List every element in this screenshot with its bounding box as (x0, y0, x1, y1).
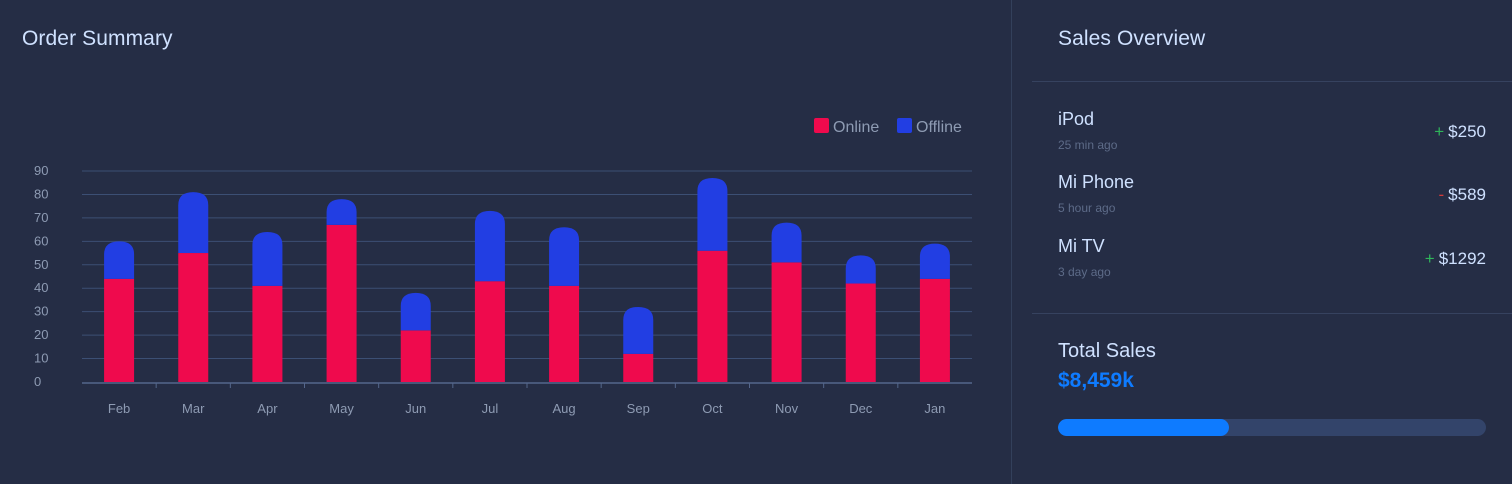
x-tick-label: Aug (553, 401, 576, 416)
bar-offline-nov[interactable] (771, 222, 802, 263)
order-summary-chart: 0 10 20 30 40 50 60 70 80 90 Feb Mar Apr May Jun Jul Aug… (34, 118, 972, 416)
sales-overview-divider-top (1032, 81, 1512, 82)
sales-item-time: 3 day ago (1058, 265, 1111, 279)
sales-overview-title: Sales Overview (1058, 27, 1206, 50)
legend-label-offline[interactable]: Offline (916, 119, 962, 136)
bar-offline-aug[interactable] (549, 227, 580, 286)
chart-bars (104, 178, 950, 382)
y-tick-label: 20 (34, 327, 48, 342)
total-sales-progress-fill (1058, 419, 1230, 436)
chart-legend: Online Offline (814, 118, 962, 136)
bar-online-feb[interactable] (104, 278, 135, 382)
x-tick-label: May (329, 401, 354, 416)
bar-online-aug[interactable] (549, 285, 580, 382)
y-tick-label: 10 (34, 351, 48, 366)
y-tick-label: 30 (34, 304, 48, 319)
sales-item-ipod[interactable]: iPod 25 min ago + $250 (1058, 109, 1486, 161)
bar-online-oct[interactable] (697, 250, 728, 382)
sales-item-time: 5 hour ago (1058, 201, 1116, 215)
sales-item-name: Mi Phone (1058, 172, 1135, 192)
sales-item-value: $589 (1448, 185, 1486, 204)
bar-offline-jun[interactable] (400, 292, 431, 331)
bar-offline-sep[interactable] (623, 306, 654, 354)
bar-offline-apr[interactable] (252, 231, 283, 286)
bar-offline-mar[interactable] (178, 192, 209, 254)
bar-online-dec[interactable] (845, 283, 876, 382)
x-tick-label: Jan (924, 401, 945, 416)
y-tick-label: 0 (34, 374, 41, 389)
sales-item-amount: - $589 (1439, 185, 1487, 205)
x-tick-label: Apr (257, 401, 278, 416)
order-summary-title: Order Summary (22, 27, 173, 50)
sales-overview-divider-bottom (1032, 313, 1512, 314)
sales-item-sign: + (1424, 249, 1435, 268)
y-tick-label: 50 (34, 257, 48, 272)
sales-item-mi-tv[interactable]: Mi TV 3 day ago + $1292 (1058, 236, 1486, 288)
x-tick-label: Mar (182, 401, 205, 416)
total-sales-progress (1058, 419, 1486, 436)
x-tick-label: Nov (775, 401, 799, 416)
x-tick-label: Dec (849, 401, 873, 416)
y-tick-label: 70 (34, 210, 48, 225)
chart-grid (82, 170, 972, 360)
bar-online-may[interactable] (326, 224, 357, 382)
bar-offline-jan[interactable] (919, 243, 950, 279)
sales-item-amount: + $250 (1434, 122, 1486, 142)
sales-item-time: 25 min ago (1058, 138, 1118, 152)
bar-online-nov[interactable] (771, 262, 802, 382)
x-tick-label: Jun (405, 401, 426, 416)
legend-swatch-offline (897, 118, 912, 133)
sales-item-name: Mi TV (1058, 236, 1105, 256)
bar-online-jan[interactable] (919, 278, 950, 382)
sales-item-value: $250 (1448, 122, 1486, 141)
y-tick-label: 90 (34, 163, 48, 178)
sales-item-sign: + (1434, 122, 1445, 141)
x-tick-label: Sep (627, 401, 650, 416)
sales-item-name: iPod (1058, 109, 1095, 129)
x-tick-label: Jul (482, 401, 499, 416)
sales-item-amount: + $1292 (1425, 249, 1486, 269)
y-tick-label: 40 (34, 280, 48, 295)
bar-online-jun[interactable] (400, 330, 431, 382)
sales-overview-card: Sales Overview iPod 25 min ago + $250 Mi … (1012, 0, 1512, 484)
bar-offline-jul[interactable] (474, 210, 505, 282)
sales-item-mi-phone[interactable]: Mi Phone 5 hour ago - $589 (1058, 172, 1486, 224)
legend-swatch-online (814, 118, 829, 133)
total-sales-value: $8,459k (1058, 369, 1134, 392)
bar-offline-oct[interactable] (697, 178, 728, 251)
bar-online-mar[interactable] (178, 253, 209, 382)
bar-offline-feb[interactable] (104, 241, 135, 279)
bar-offline-dec[interactable] (845, 255, 876, 284)
sales-item-value: $1292 (1438, 249, 1486, 268)
y-tick-label: 80 (34, 186, 48, 201)
bar-online-sep[interactable] (623, 353, 654, 382)
sales-item-sign: - (1438, 185, 1445, 204)
total-sales-label: Total Sales (1058, 340, 1156, 362)
bar-offline-may[interactable] (326, 199, 357, 225)
x-tick-label: Oct (702, 401, 723, 416)
order-summary-card: Order Summary 0 10 20 30 40 50 60 70 80 90 Feb Mar A… (22, 27, 972, 416)
x-tick-label: Feb (108, 401, 130, 416)
legend-label-online[interactable]: Online (833, 119, 879, 136)
y-tick-label: 60 (34, 233, 48, 248)
chart-axes: 0 10 20 30 40 50 60 70 80 90 Feb Mar Apr May Jun Jul Aug… (34, 163, 972, 416)
bar-online-jul[interactable] (474, 281, 505, 382)
card-divider (1011, 0, 1012, 484)
bar-online-apr[interactable] (252, 285, 283, 382)
